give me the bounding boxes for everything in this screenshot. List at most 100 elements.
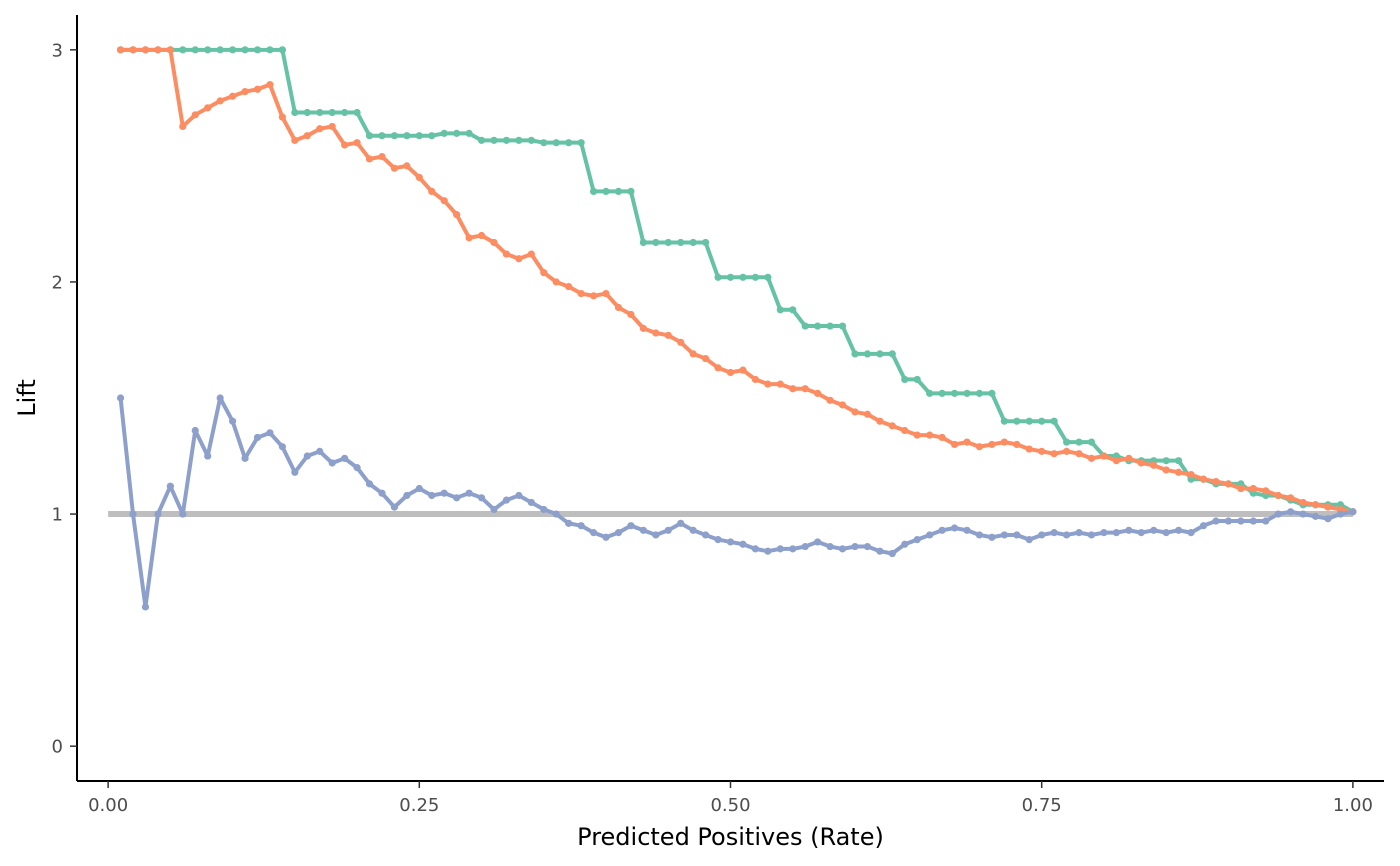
data-point <box>1038 417 1046 425</box>
data-point <box>1324 503 1332 511</box>
data-point <box>926 389 934 397</box>
data-point <box>1013 417 1021 425</box>
data-point <box>888 350 896 358</box>
data-point <box>1287 494 1295 502</box>
data-point <box>863 350 872 358</box>
data-point <box>415 132 423 140</box>
data-point <box>241 46 249 54</box>
data-point <box>365 155 374 163</box>
data-point <box>415 173 423 182</box>
data-point <box>502 250 511 258</box>
data-point <box>440 129 448 137</box>
data-point <box>453 129 461 137</box>
data-point <box>378 132 386 140</box>
data-point <box>428 132 436 140</box>
data-point <box>913 535 921 544</box>
data-point <box>477 136 486 144</box>
data-point <box>166 482 174 490</box>
data-point <box>1212 477 1220 486</box>
data-point <box>901 375 909 384</box>
data-point <box>876 350 884 358</box>
data-point <box>975 443 984 451</box>
data-point <box>1175 457 1183 465</box>
data-point <box>378 489 386 497</box>
data-point <box>365 480 374 488</box>
data-point <box>988 389 996 397</box>
data-point <box>639 526 647 534</box>
data-point <box>440 489 448 497</box>
data-point <box>303 108 311 117</box>
data-point <box>1000 531 1008 539</box>
data-point <box>689 350 697 358</box>
data-point <box>229 92 237 100</box>
x-tick-label: 0.50 <box>710 795 750 816</box>
data-point <box>1075 450 1083 458</box>
data-point <box>913 431 921 439</box>
series-3 <box>116 394 1357 611</box>
data-point <box>502 136 511 144</box>
data-point <box>602 187 610 196</box>
data-point <box>726 538 735 546</box>
data-point <box>1274 510 1282 518</box>
data-point <box>403 132 411 140</box>
data-point <box>1249 517 1257 525</box>
x-axis-ticks: 0.00 0.25 0.50 0.75 1.00 <box>88 781 1373 816</box>
data-point <box>316 108 324 117</box>
data-point <box>652 329 660 337</box>
data-point <box>241 88 249 96</box>
data-point <box>826 396 834 404</box>
data-point <box>702 238 710 247</box>
series-line <box>118 47 1355 514</box>
data-point <box>465 129 473 137</box>
data-point <box>229 46 237 54</box>
data-point <box>490 238 498 247</box>
y-tick-label: 3 <box>52 40 63 61</box>
data-point <box>988 533 996 541</box>
data-point <box>440 197 448 205</box>
data-point <box>154 46 162 54</box>
data-point <box>901 540 909 548</box>
data-point <box>950 440 959 449</box>
y-tick-label: 0 <box>52 737 63 758</box>
data-point <box>191 426 199 435</box>
data-point <box>1025 417 1033 425</box>
y-tick-label: 1 <box>52 505 63 526</box>
x-tick-label: 0.00 <box>88 795 128 816</box>
data-point <box>677 338 685 346</box>
data-point <box>751 375 760 384</box>
data-point <box>328 108 336 117</box>
data-point <box>1112 529 1120 537</box>
data-point <box>1262 487 1270 495</box>
data-point <box>1299 498 1307 507</box>
data-point <box>502 496 511 504</box>
data-point <box>1237 517 1245 525</box>
data-point <box>216 46 224 54</box>
data-point <box>963 389 971 397</box>
data-point <box>1062 447 1071 455</box>
data-point <box>913 375 921 384</box>
data-point <box>253 85 262 93</box>
data-point <box>316 447 324 455</box>
data-point <box>1125 526 1133 534</box>
data-point <box>1100 529 1108 537</box>
x-axis-title: Predicted Positives (Rate) <box>577 823 884 851</box>
data-point <box>204 104 212 112</box>
data-point <box>266 81 274 89</box>
data-point <box>141 603 150 611</box>
data-point <box>888 549 896 558</box>
data-point <box>1050 450 1058 458</box>
data-point <box>465 234 473 242</box>
data-point <box>739 273 747 281</box>
x-tick-label: 0.25 <box>399 795 439 816</box>
data-point <box>253 433 262 442</box>
data-point <box>204 452 212 460</box>
data-point <box>1224 517 1232 525</box>
plot-area <box>108 46 1357 611</box>
data-point <box>789 385 797 393</box>
data-point <box>926 531 934 539</box>
axes: 0.00 0.25 0.50 0.75 1.00 0 1 2 3 <box>52 15 1384 816</box>
data-point <box>390 503 399 511</box>
data-point <box>901 426 909 435</box>
data-point <box>801 322 809 330</box>
data-point <box>689 238 697 247</box>
